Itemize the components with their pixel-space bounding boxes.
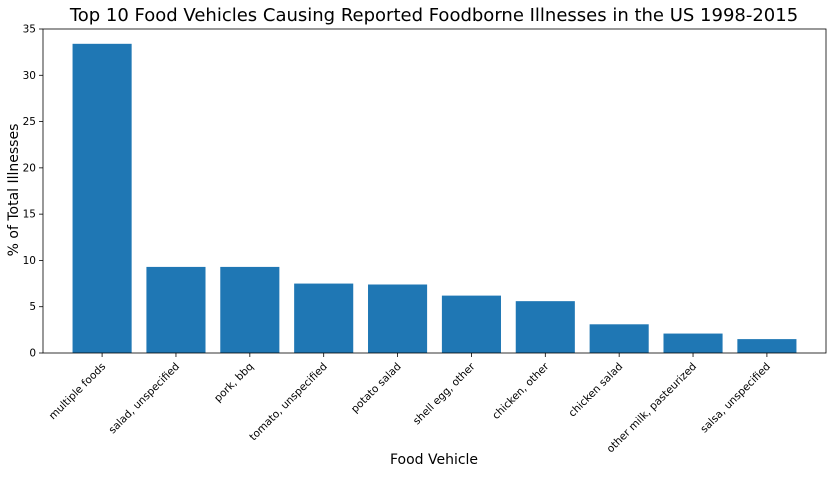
bar <box>663 333 723 353</box>
x-tick-label: chicken, other <box>490 360 552 422</box>
y-tick-label: 35 <box>23 24 36 36</box>
bar <box>737 339 797 353</box>
bar <box>368 284 428 353</box>
y-tick-label: 20 <box>23 162 36 174</box>
bar <box>146 266 206 353</box>
bar <box>294 283 354 353</box>
y-tick-label: 10 <box>23 255 36 267</box>
bar <box>589 324 649 353</box>
x-tick-label: multiple foods <box>47 361 108 422</box>
y-tick-label: 0 <box>29 348 36 360</box>
y-tick-label: 5 <box>29 301 36 313</box>
bar <box>220 266 280 353</box>
x-tick-label: potato salad <box>349 361 404 416</box>
chart-title: Top 10 Food Vehicles Causing Reported Fo… <box>69 5 798 26</box>
y-tick-label: 30 <box>23 70 36 82</box>
x-tick-label: shell egg, other <box>411 360 478 427</box>
bar <box>441 295 501 353</box>
x-tick-label: salsa, unspecified <box>698 361 773 436</box>
y-axis-label: % of Total Illnesses <box>6 124 22 257</box>
axes-frame <box>42 28 827 354</box>
bar <box>72 43 132 354</box>
bar <box>515 301 575 353</box>
x-tick-label: tomato, unspecified <box>247 361 330 444</box>
x-tick-label: pork, bbq <box>212 361 256 405</box>
y-tick-label: 25 <box>23 116 36 128</box>
x-tick-label: chicken salad <box>566 361 625 420</box>
x-tick-label: salad, unspecified <box>106 361 182 437</box>
y-tick-label: 15 <box>23 209 36 221</box>
x-axis-label: Food Vehicle <box>390 452 478 468</box>
